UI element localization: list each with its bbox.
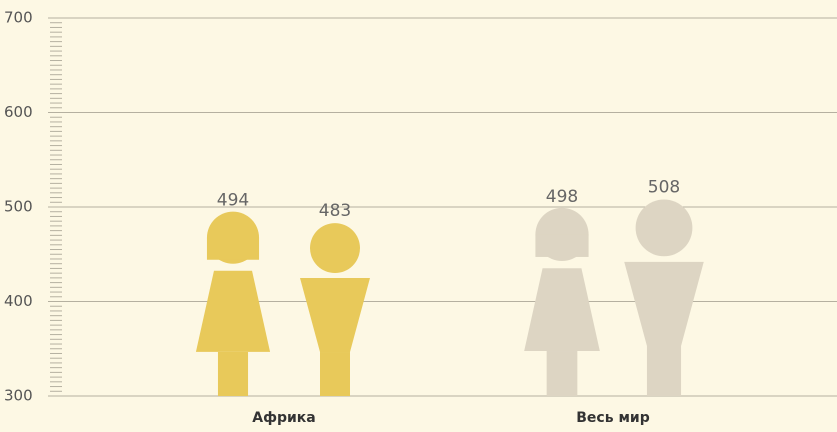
hair	[535, 234, 589, 257]
value-label: 498	[546, 187, 578, 207]
y-tick-label: 500	[4, 198, 33, 216]
pictogram	[624, 199, 704, 396]
head	[635, 199, 693, 257]
value-label: 494	[217, 191, 249, 211]
pictogram	[524, 207, 600, 396]
pictogram	[300, 223, 370, 396]
legs	[546, 351, 578, 396]
legs	[320, 352, 350, 396]
value-label: 483	[319, 201, 351, 221]
y-tick-label: 400	[4, 292, 33, 310]
y-tick-label: 300	[4, 387, 33, 405]
hair	[206, 237, 260, 260]
legs	[646, 346, 682, 396]
body	[624, 261, 704, 347]
value-label: 508	[648, 177, 680, 197]
x-tick-label: Африка	[252, 410, 316, 426]
body	[195, 270, 271, 352]
y-tick-label: 700	[4, 9, 33, 27]
head	[310, 223, 360, 274]
legs	[217, 351, 249, 396]
pictogram	[195, 211, 271, 396]
body	[524, 268, 600, 352]
body	[300, 278, 370, 353]
x-tick-label: Весь мир	[576, 410, 649, 426]
y-tick-label: 600	[4, 103, 33, 121]
